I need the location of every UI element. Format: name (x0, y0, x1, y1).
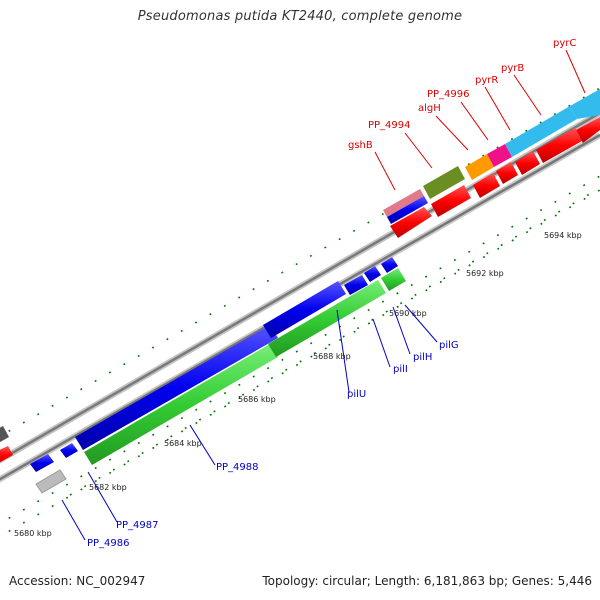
gene-arrow-pp4988[interactable] (75, 325, 278, 450)
gene-label-pilu[interactable]: pilU (347, 389, 366, 400)
gene-label-gshb[interactable]: gshB (348, 140, 373, 151)
gene-label-pilg[interactable]: pilG (439, 340, 459, 351)
gene-arrow-forward[interactable] (576, 117, 600, 143)
scale-labels: 5680 kbp 5682 kbp 5684 kbp 5686 kbp 5688… (14, 231, 582, 538)
gene-arrow-pilghi[interactable] (268, 280, 386, 357)
gene-arrow-reverse[interactable] (60, 443, 78, 458)
gene-label-pyrb[interactable]: pyrB (501, 63, 524, 74)
gene-gshb[interactable] (383, 189, 424, 217)
gene-label-pp4986[interactable]: PP_4986 (87, 538, 130, 549)
scale-label: 5688 kbp (313, 352, 351, 361)
gene-arrow-pilu[interactable] (263, 281, 346, 338)
gene-arrow-reverse[interactable] (381, 268, 406, 291)
gene-alg-h[interactable] (465, 154, 494, 180)
gene-label-pp4988[interactable]: PP_4988 (216, 462, 259, 473)
gene-label-pp4994[interactable]: PP_4994 (368, 120, 411, 131)
gene-label-pyrc[interactable]: pyrC (553, 38, 576, 49)
gene-pyrr[interactable] (487, 144, 512, 167)
gene-pp4987[interactable] (84, 344, 278, 465)
scale-label: 5686 kbp (238, 395, 276, 404)
tick-marks-inner (0, 187, 600, 538)
gene-pyrb[interactable] (505, 106, 577, 157)
scale-label: 5682 kbp (89, 483, 127, 492)
gene-arrow-forward[interactable] (390, 207, 432, 238)
gene-arrow-reverse[interactable] (0, 446, 13, 465)
gene-arrow-reverse[interactable] (344, 275, 368, 295)
gene-pyrc[interactable] (570, 89, 600, 119)
scale-label: 5684 kbp (164, 439, 202, 448)
gene-arrow-reverse[interactable] (381, 257, 398, 273)
gene-arrow-reverse[interactable] (364, 266, 381, 282)
gene-arrow-reverse[interactable] (30, 454, 54, 472)
gene-arrow-forward[interactable] (496, 162, 518, 184)
scale-label: 5680 kbp (14, 529, 52, 538)
gene-label-pili[interactable]: pilI (393, 364, 408, 375)
gene-label-pp4996[interactable]: PP_4996 (427, 89, 470, 100)
scale-label: 5690 kbp (389, 309, 427, 318)
gene-arrow-forward[interactable] (431, 185, 471, 217)
map-title: Pseudomonas putida KT2440, complete geno… (137, 9, 463, 24)
gene-label-pp4987[interactable]: PP_4987 (116, 520, 159, 531)
gene-gshb-second[interactable] (387, 196, 428, 224)
gene-arrow-forward[interactable] (536, 128, 582, 163)
gene-label-pyrr[interactable]: pyrR (475, 75, 498, 86)
gene-arrow-reverse[interactable] (0, 426, 9, 445)
gene-label-algh[interactable]: algH (418, 103, 441, 114)
forward-gene-labels (374, 49, 586, 191)
gene-arrow-forward[interactable] (515, 151, 540, 175)
accession-text: Accession: NC_002947 (9, 574, 146, 588)
gene-pp4994[interactable] (423, 166, 465, 199)
gene-label-pilh[interactable]: pilH (413, 352, 432, 363)
scale-label: 5692 kbp (466, 269, 504, 278)
reverse-gene-labels (61, 304, 438, 541)
genome-summary-text: Topology: circular; Length: 6,181,863 bp… (262, 574, 592, 588)
reverse-strand-genes (0, 257, 406, 494)
forward-strand-genes (383, 89, 600, 238)
scale-label: 5694 kbp (544, 231, 582, 240)
gene-pp4986[interactable] (35, 469, 67, 494)
gene-arrow-forward[interactable] (473, 173, 500, 198)
